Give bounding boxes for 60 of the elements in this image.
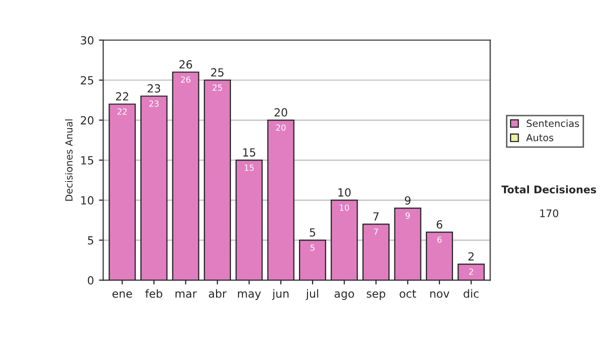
bar: [299, 240, 326, 280]
legend-label: Autos: [526, 134, 554, 142]
y-tick-label: 25: [80, 76, 94, 85]
annotation: 25: [212, 84, 222, 91]
annotation: 6: [437, 236, 442, 243]
x-tick-label: feb: [145, 289, 162, 298]
x-tick-label: may: [238, 291, 261, 300]
bar: [394, 208, 422, 280]
annotation: 20: [276, 124, 286, 131]
data-label: 7: [373, 212, 379, 220]
annotation: 9: [406, 212, 410, 219]
x-tick-label: jun: [272, 289, 288, 300]
x-tick-label: oct: [400, 290, 416, 298]
legend-label: Sentencias: [526, 119, 579, 128]
y-tick-label: 0: [88, 276, 94, 285]
data-label: 23: [148, 84, 160, 93]
data-label: 2: [468, 252, 474, 260]
annotation: 2: [469, 268, 473, 275]
bar: [236, 160, 263, 280]
y-tick-label: 5: [88, 236, 94, 245]
x-tick-label: nov: [430, 291, 450, 298]
data-label: 22: [116, 92, 128, 100]
bar: [267, 120, 294, 280]
x-tick-label: sep: [366, 291, 386, 300]
y-tick-label: 10: [81, 196, 94, 205]
y-axis-title: Decisiones Anual: [65, 119, 73, 201]
bar: [330, 200, 358, 280]
bar: [204, 80, 231, 280]
data-label: 26: [179, 60, 192, 69]
data-label: 9: [404, 196, 410, 205]
y-tick-label: 15: [81, 156, 94, 165]
bar: [140, 96, 168, 280]
y-tick-label: 30: [80, 36, 94, 44]
annotation: 5: [310, 244, 314, 251]
text: Total Decisiones: [501, 185, 596, 194]
bar: [458, 264, 485, 280]
y-tick-label: 20: [80, 116, 94, 125]
bar: [108, 104, 136, 280]
bar: [362, 224, 390, 280]
bar: [172, 72, 200, 280]
data-label: 5: [310, 228, 316, 237]
data-label: 15: [243, 148, 256, 157]
text: 170: [540, 209, 558, 218]
annotation: 10: [340, 204, 350, 211]
x-tick-label: mar: [176, 291, 197, 298]
data-label: 10: [338, 188, 351, 197]
bar: [426, 232, 454, 280]
annotation: 7: [374, 228, 378, 235]
x-tick-label: ene: [112, 291, 132, 298]
data-label: 25: [211, 68, 224, 77]
annotation: 26: [180, 76, 190, 83]
annotation: 23: [149, 100, 159, 107]
x-tick-label: ago: [334, 291, 354, 300]
annotation: 15: [244, 164, 254, 171]
annotation: 22: [118, 108, 127, 115]
x-tick-label: dic: [464, 289, 479, 298]
data-label: 6: [436, 220, 442, 229]
x-tick-label: jul: [306, 289, 318, 300]
x-tick-label: abr: [208, 289, 227, 298]
data-label: 20: [274, 108, 288, 117]
